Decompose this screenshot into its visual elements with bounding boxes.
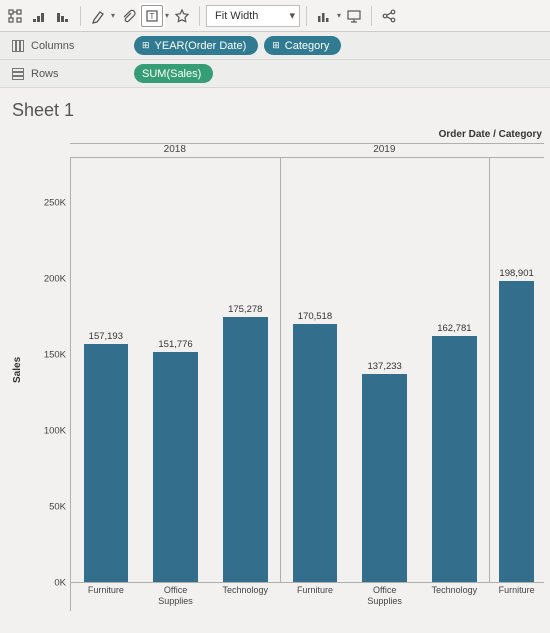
y-tick-label: 250K bbox=[44, 197, 66, 208]
x-axis-ticks: FurnitureOfficeSuppliesTechnologyFurnitu… bbox=[70, 583, 544, 611]
field-pill[interactable]: ⊞ Category bbox=[264, 36, 341, 55]
pill-label: SUM(Sales) bbox=[142, 68, 201, 80]
sheet-area: Sheet 1 Order Date / Category 20182019 S… bbox=[0, 88, 550, 617]
y-tick-label: 150K bbox=[44, 349, 66, 360]
toolbar-separator bbox=[199, 6, 200, 26]
x-tick-label: Furniture bbox=[76, 585, 136, 596]
columns-label-text: Columns bbox=[31, 40, 74, 52]
y-tick-label: 50K bbox=[49, 501, 66, 512]
field-pill[interactable]: ⊞ YEAR(Order Date) bbox=[134, 36, 258, 55]
highlight-icon[interactable] bbox=[87, 5, 109, 27]
bar[interactable]: 175,278 bbox=[223, 317, 268, 582]
y-axis-ticks: 0K50K100K150K200K250K bbox=[34, 157, 70, 583]
plot-area[interactable]: 157,193 151,776 175,278 170,518 137,233 162,7… bbox=[70, 157, 544, 583]
x-tick-label: Furniture bbox=[487, 585, 547, 596]
x-tick-label: Technology bbox=[215, 585, 275, 596]
pane-separator bbox=[489, 158, 490, 582]
bar[interactable]: 151,776 bbox=[153, 352, 198, 582]
field-pill[interactable]: SUM(Sales) bbox=[134, 64, 213, 83]
chevron-down-icon: ▾ bbox=[290, 9, 296, 22]
year-header: 2019 bbox=[280, 143, 490, 155]
bar-value-label: 198,901 bbox=[499, 268, 533, 279]
mark-label-icon[interactable]: T bbox=[141, 5, 163, 27]
sort-desc-icon[interactable] bbox=[52, 5, 74, 27]
pill-label: Category bbox=[285, 40, 330, 52]
bar-value-label: 175,278 bbox=[228, 304, 262, 315]
bar-value-label: 157,193 bbox=[89, 331, 123, 342]
bar-value-label: 162,781 bbox=[437, 323, 471, 334]
pane-separator bbox=[280, 158, 281, 582]
dropdown-caret[interactable]: ▾ bbox=[337, 11, 341, 20]
bar-value-label: 151,776 bbox=[158, 339, 192, 350]
x-tick-label: OfficeSupplies bbox=[355, 585, 415, 607]
dropdown-caret[interactable]: ▾ bbox=[165, 11, 169, 20]
y-tick-label: 200K bbox=[44, 273, 66, 284]
columns-shelf: Columns ⊞ YEAR(Order Date) ⊞ Category bbox=[0, 32, 550, 60]
bar-value-label: 170,518 bbox=[298, 311, 332, 322]
transpose-icon[interactable] bbox=[4, 5, 26, 27]
year-header: 2018 bbox=[70, 143, 280, 155]
bar[interactable]: 137,233 bbox=[362, 374, 407, 582]
fit-dropdown-label: Fit Width bbox=[215, 10, 258, 22]
share-icon[interactable] bbox=[378, 5, 400, 27]
y-tick-label: 100K bbox=[44, 425, 66, 436]
columns-pills: ⊞ YEAR(Order Date) ⊞ Category bbox=[134, 36, 341, 55]
attach-icon[interactable] bbox=[117, 5, 139, 27]
bar[interactable]: 157,193 bbox=[84, 344, 129, 582]
show-me-icon[interactable] bbox=[313, 5, 335, 27]
sheet-title[interactable]: Sheet 1 bbox=[12, 100, 544, 121]
chart: Order Date / Category 20182019 Sales 0K 5… bbox=[12, 129, 544, 611]
columns-shelf-label[interactable]: Columns bbox=[6, 36, 126, 56]
bar[interactable]: 162,781 bbox=[432, 336, 477, 582]
presentation-icon[interactable] bbox=[343, 5, 365, 27]
svg-text:T: T bbox=[150, 12, 155, 21]
column-header: Order Date / Category bbox=[70, 129, 544, 143]
rows-shelf: Rows SUM(Sales) bbox=[0, 60, 550, 88]
pill-label: YEAR(Order Date) bbox=[155, 40, 247, 52]
sort-asc-icon[interactable] bbox=[28, 5, 50, 27]
toolbar-separator bbox=[306, 6, 307, 26]
rows-label-text: Rows bbox=[31, 68, 59, 80]
dropdown-caret[interactable]: ▾ bbox=[111, 11, 115, 20]
year-header-row: 20182019 bbox=[70, 143, 544, 157]
star-icon[interactable] bbox=[171, 5, 193, 27]
bar[interactable]: 198,901 bbox=[499, 281, 534, 582]
bar-value-label: 137,233 bbox=[367, 361, 401, 372]
toolbar-separator bbox=[80, 6, 81, 26]
toolbar-separator bbox=[371, 6, 372, 26]
rows-shelf-label[interactable]: Rows bbox=[6, 64, 126, 84]
x-tick-label: Furniture bbox=[285, 585, 345, 596]
x-tick-label: Technology bbox=[424, 585, 484, 596]
rows-pills: SUM(Sales) bbox=[134, 64, 213, 83]
x-tick-label: OfficeSupplies bbox=[146, 585, 206, 607]
expand-icon: ⊞ bbox=[142, 40, 150, 51]
fit-dropdown[interactable]: Fit Width ▾ bbox=[206, 5, 300, 27]
year-header bbox=[489, 143, 544, 144]
y-tick-label: 0K bbox=[54, 578, 66, 589]
expand-icon: ⊞ bbox=[272, 40, 280, 51]
toolbar: ▾ T ▾ Fit Width ▾ ▾ bbox=[0, 0, 550, 32]
bar[interactable]: 170,518 bbox=[293, 324, 338, 582]
y-axis-label: Sales bbox=[12, 157, 34, 583]
